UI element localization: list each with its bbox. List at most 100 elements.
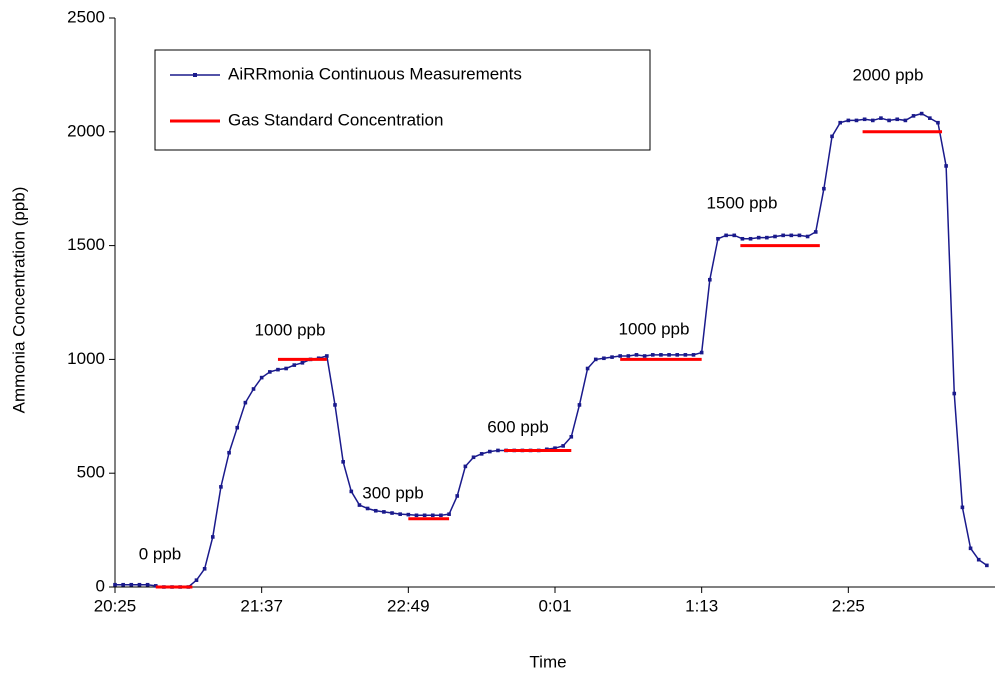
point (561, 444, 565, 448)
point (634, 353, 639, 357)
point (870, 118, 875, 123)
point (585, 366, 590, 371)
annotation: 1000 ppb (619, 319, 690, 338)
point (373, 508, 378, 513)
point (243, 400, 248, 405)
y-tick-label: 1000 (67, 349, 105, 368)
point (740, 236, 745, 241)
point (447, 512, 451, 516)
point (789, 233, 794, 238)
point (129, 582, 134, 587)
point (854, 118, 859, 123)
point (985, 563, 989, 568)
y-tick-label: 0 (96, 576, 105, 595)
point (430, 513, 435, 518)
point (251, 387, 256, 391)
point (422, 513, 427, 518)
legend-marker (193, 73, 197, 77)
point (137, 582, 142, 587)
legend-label: Gas Standard Concentration (228, 110, 443, 129)
point (805, 234, 810, 239)
point (602, 356, 606, 361)
point (382, 510, 386, 514)
series-line (115, 112, 988, 588)
point (113, 582, 117, 587)
point (797, 233, 802, 238)
point (968, 546, 973, 551)
annotation: 1000 ppb (255, 320, 326, 339)
point (471, 455, 476, 460)
point (496, 448, 500, 453)
point (365, 506, 370, 511)
annotation: 1500 ppb (707, 193, 778, 212)
point (618, 354, 622, 358)
point (593, 357, 598, 362)
point (325, 354, 329, 358)
point (781, 233, 785, 238)
legend-label: AiRRmonia Continuous Measurements (228, 64, 522, 83)
point (292, 363, 297, 367)
point (667, 353, 671, 357)
point (219, 485, 223, 489)
point (398, 512, 402, 516)
y-tick-label: 500 (77, 463, 105, 482)
point (936, 120, 940, 125)
point (838, 120, 842, 125)
point (439, 513, 443, 518)
y-axis-title: Ammonia Concentration (ppb) (9, 187, 28, 414)
annotation: 600 ppb (487, 417, 548, 436)
y-tick-label: 2000 (67, 121, 105, 140)
point (716, 236, 720, 241)
x-tick-label: 20:25 (94, 596, 137, 615)
x-tick-label: 0:01 (538, 596, 571, 615)
point (569, 434, 574, 439)
point (976, 557, 981, 562)
point (553, 446, 557, 450)
point (642, 354, 647, 358)
point (732, 233, 737, 238)
point (675, 353, 680, 357)
point (463, 464, 468, 469)
point (895, 117, 900, 122)
point (390, 511, 394, 515)
point (479, 452, 484, 456)
y-tick-label: 2500 (67, 7, 105, 26)
point (862, 117, 867, 122)
point (708, 277, 712, 282)
point (691, 353, 696, 357)
point (276, 367, 280, 372)
point (903, 118, 908, 123)
point (765, 235, 769, 240)
point (227, 450, 231, 455)
point (944, 164, 948, 168)
point (357, 503, 362, 507)
annotation: 2000 ppb (853, 65, 924, 84)
point (235, 425, 240, 430)
point (610, 355, 614, 359)
x-tick-label: 1:13 (685, 596, 718, 615)
point (455, 494, 460, 498)
point (650, 353, 655, 357)
point (724, 233, 728, 238)
point (300, 361, 305, 365)
point (952, 391, 957, 396)
point (813, 230, 818, 234)
x-axis-title: Time (529, 652, 566, 671)
x-tick-label: 2:25 (832, 596, 865, 615)
point (259, 375, 264, 380)
annotation: 300 ppb (362, 483, 423, 502)
point (773, 234, 777, 239)
point (887, 118, 891, 123)
point (268, 370, 272, 374)
point (756, 235, 761, 240)
point (349, 489, 354, 494)
point (121, 582, 125, 587)
point (683, 353, 688, 357)
point (406, 512, 411, 517)
series-line (155, 130, 943, 589)
point (414, 513, 419, 518)
point (202, 566, 207, 571)
point (659, 353, 663, 357)
point (284, 366, 288, 371)
